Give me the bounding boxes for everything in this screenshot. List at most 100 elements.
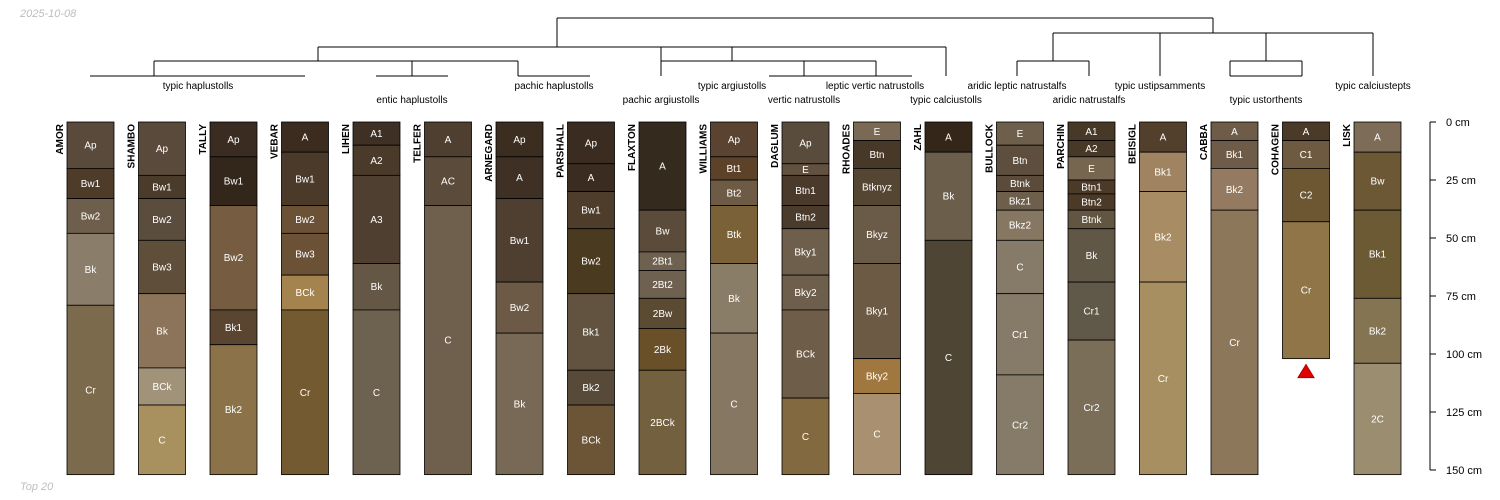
horizon-label: A — [1374, 133, 1381, 144]
horizon-label: E — [874, 127, 881, 138]
taxon-label: typic ustipsamments — [1115, 81, 1206, 92]
profile-name: LISK — [1342, 123, 1353, 147]
horizon-label: Cr2 — [1083, 403, 1100, 414]
horizon-label: BCk — [582, 435, 602, 446]
horizon-label: Ap — [799, 138, 812, 149]
horizon-label: Bk1 — [582, 327, 600, 338]
footer-label: Top 20 — [20, 481, 54, 493]
horizon-label: BCk — [296, 288, 316, 299]
taxon-label: typic ustorthents — [1230, 95, 1303, 106]
horizon-zahl-c — [924, 239, 973, 476]
horizon-label: Bk2 — [1226, 185, 1244, 196]
horizon-label: A — [302, 133, 309, 144]
horizon-label: 2Bt2 — [652, 280, 673, 291]
horizon-lisk-bk2 — [1353, 297, 1402, 364]
horizon-vebar-bw2 — [281, 205, 329, 234]
horizon-label: A — [945, 133, 952, 144]
horizon-lihen-bk — [352, 263, 401, 311]
horizon-label: Bk — [85, 265, 98, 276]
horizon-label: Btk — [727, 230, 742, 241]
profile-name: BULLOCK — [985, 123, 996, 173]
horizon-label: C2 — [1300, 191, 1313, 202]
horizon-label: Bw2 — [510, 303, 530, 314]
horizon-label: Bk — [156, 326, 169, 337]
horizon-label: Btknyz — [862, 182, 892, 193]
horizon-daglum-c — [781, 397, 830, 476]
horizon-telfer-c — [424, 205, 472, 476]
horizon-label: Ap — [513, 135, 526, 146]
horizon-label: Btnk — [1010, 179, 1031, 190]
profile-bullock: E Btn Btnk Bkz1 Bkz2 C Cr1 Cr2 BULLOCK — [985, 121, 1044, 476]
horizon-tally-bk1 — [209, 309, 258, 346]
horizon-label: Cr1 — [1083, 307, 1100, 318]
profile-amor: Ap Bw1 Bw2 Bk Cr AMOR — [55, 121, 115, 476]
horizon-cabba-cr — [1210, 209, 1259, 476]
profile-name: PARCHIN — [1056, 124, 1067, 169]
horizon-label: Bk2 — [225, 405, 243, 416]
horizon-label: A — [516, 173, 523, 184]
horizon-shambo-c — [138, 404, 186, 476]
horizon-tally-bw2 — [209, 205, 258, 311]
horizon-label: A1 — [1085, 127, 1098, 138]
horizon-arnegard-a — [495, 156, 544, 199]
horizon-label: Bk — [371, 282, 384, 293]
horizon-label: A3 — [370, 215, 383, 226]
horizon-bullock-btn — [996, 144, 1044, 176]
horizon-vebar-bw3 — [281, 232, 329, 276]
horizon-label: Bw — [656, 227, 671, 238]
taxon-label: vertic natrustolls — [768, 95, 840, 106]
horizon-parshall-bw2 — [567, 228, 615, 295]
truncation-marker-icon — [1297, 363, 1315, 379]
horizon-lisk-2c — [1353, 362, 1402, 476]
horizon-parshall-bck — [567, 404, 615, 476]
profile-name: ARNEGARD — [484, 124, 495, 182]
horizon-lihen-c — [352, 309, 401, 476]
taxon-label: aridic leptic natrustalfs — [968, 81, 1067, 92]
profile-name: DAGLUM — [770, 124, 781, 168]
profile-lisk: A Bw Bk1 Bk2 2C LISK — [1342, 121, 1402, 476]
horizon-label: Bkz2 — [1009, 221, 1032, 232]
horizon-tally-bw1 — [209, 156, 258, 206]
horizon-label: C — [373, 388, 380, 399]
horizon-label: E — [802, 165, 809, 176]
horizon-label: Bk — [514, 399, 527, 410]
horizon-label: A — [588, 173, 595, 184]
horizon-williams-bk — [710, 263, 758, 334]
horizon-vebar-cr — [281, 309, 329, 476]
horizon-label: Ap — [227, 135, 240, 146]
horizon-label: 2Bk — [654, 345, 672, 356]
profile-cabba: A Bk1 Bk2 Cr CABBA — [1199, 121, 1259, 476]
horizon-label: Bw3 — [152, 263, 172, 274]
horizon-williams-bt2 — [710, 179, 758, 206]
horizon-label: C — [158, 435, 165, 446]
horizon-flaxton-a — [638, 121, 687, 211]
horizon-label: Bw1 — [224, 177, 244, 188]
date-label: 2025-10-08 — [20, 8, 77, 20]
horizon-amor-cr — [66, 304, 115, 476]
horizon-label: A2 — [370, 156, 383, 167]
horizon-label: C — [802, 432, 809, 443]
taxon-label: aridic natrustalfs — [1053, 95, 1126, 106]
horizon-zahl-bk — [924, 151, 973, 241]
profile-lihen: A1 A2 A3 Bk C LIHEN — [341, 121, 401, 476]
profile-name: TELFER — [413, 123, 424, 163]
horizon-label: Bky1 — [794, 247, 817, 258]
horizon-label: Bky1 — [866, 307, 889, 318]
horizon-bullock-bkz2 — [996, 209, 1044, 241]
horizon-label: Bw1 — [81, 179, 101, 190]
horizon-label: A — [1231, 127, 1238, 138]
taxon-label: pachic argiustolls — [623, 95, 700, 106]
horizon-tally-ap — [209, 121, 258, 158]
horizon-cohagen-c2 — [1282, 167, 1330, 223]
horizon-label: A — [1160, 133, 1167, 144]
horizon-label: Bk1 — [225, 323, 243, 334]
horizon-williams-c — [710, 332, 758, 476]
horizon-parchin-cr2 — [1067, 339, 1116, 476]
horizon-label: Bk — [728, 294, 741, 305]
profile-parchin: A1 A2 E Btn1 Btn2 Btnk Bk Cr1 Cr2 PARCHIN — [1056, 121, 1116, 476]
horizon-label: A — [1303, 127, 1310, 138]
horizon-vebar-a — [281, 121, 329, 153]
profile-name: PARSHALL — [556, 124, 567, 178]
profile-name: AMOR — [55, 123, 66, 154]
